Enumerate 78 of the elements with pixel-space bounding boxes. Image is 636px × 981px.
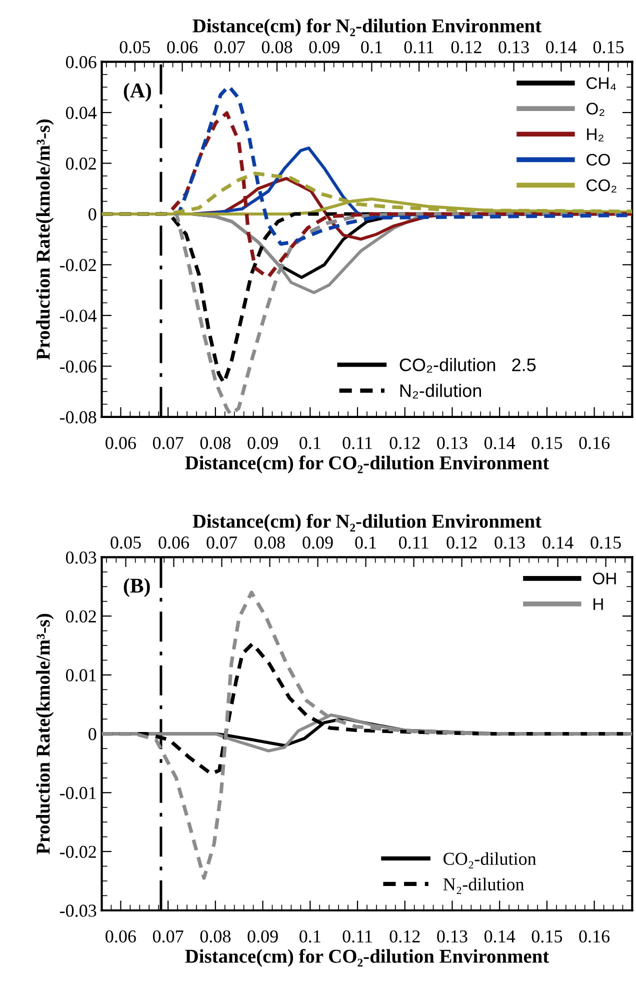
x2-tick-label: 0.07 [214,41,245,54]
x2-tick-label: 0.14 [542,536,574,549]
x2-tick-label: 0.12 [446,536,477,549]
legend-label: H₂ [587,128,604,142]
x2-axis-title: Distance(cm) for N₂-dilution Environment [192,514,542,532]
x-tick-label: 0.15 [532,930,562,943]
y-tick-label: 0.02 [66,610,96,623]
y-tick-label: 0.04 [66,106,97,120]
y-tick-label: 0.03 [66,551,96,564]
x2-tick-label: 0.09 [309,41,340,54]
legend-label: H [594,598,603,610]
y-tick-label: -0.02 [60,258,96,272]
legend-label: CH₄ [586,77,616,90]
x2-tick-label: 0.05 [110,536,141,549]
x-tick-label: 0.14 [484,436,516,450]
x-tick-label: 0.09 [248,930,278,943]
x2-tick-label: 0.08 [254,536,285,549]
y-tick-label: -0.03 [60,904,96,917]
x-tick-label: 0.07 [152,930,184,943]
x-tick-label: 0.12 [390,930,420,943]
y-tick-label: -0.06 [60,360,96,373]
x-tick-label: 0.08 [200,436,231,450]
y-tick-label: -0.08 [60,411,96,424]
x2-tick-label: 0.11 [399,536,428,549]
x2-axis-title: Distance(cm) for N₂-dilution Environment [192,18,542,36]
y-tick-label: -0.02 [60,846,96,858]
x-axis-title: Distance(cm) for CO₂-dilution Environment [185,948,550,967]
x-tick-label: 0.08 [200,930,231,943]
x-tick-label: 0.1 [300,436,320,450]
x-tick-label: 0.13 [437,436,468,450]
y-tick-label: 0 [88,208,96,220]
x2-tick-label: 0.15 [593,41,624,54]
x-tick-label: 0.14 [484,930,516,943]
x-tick-label: 0.11 [342,436,372,450]
x2-tick-label: 0.08 [262,41,292,54]
annotation: (B) [124,578,150,597]
x-tick-label: 0.06 [106,436,136,450]
x-tick-label: 0.09 [248,436,278,450]
x2-tick-label: 0.12 [451,41,482,54]
x-tick-label: 0.16 [579,930,610,943]
y-axis-title: Production Rate(kmole/m³-s) [36,614,54,854]
x-tick-label: 0.13 [437,930,468,943]
y-tick-label: 0.06 [66,56,96,68]
x2-tick-label: 0.06 [167,41,198,54]
x2-tick-label: 0.09 [302,536,333,549]
x2-tick-label: 0.06 [158,536,190,549]
y-tick-label: -0.01 [60,786,96,800]
annotation: N₂-dilution [400,384,482,398]
y-axis-title: Production Rate(kmole/m³-s) [36,119,54,360]
legend-label: CO [586,154,610,166]
legend-label: OH [592,572,616,584]
x-tick-label: 0.06 [106,930,136,943]
x2-tick-label: 0.13 [498,41,529,54]
annotation: (A) [124,82,151,102]
x2-tick-label: 0.15 [590,536,621,549]
y-tick-label: 0 [88,728,96,740]
annotation: CO₂-dilution 2.5 [400,358,536,373]
x-axis-title: Distance(cm) for CO₂-dilution Environment [185,456,550,474]
x2-tick-label: 0.1 [361,41,382,54]
x2-tick-label: 0.14 [546,41,577,54]
x2-tick-label: 0.13 [494,536,525,549]
annotation: N₂-dilution [443,878,524,894]
legend-label: O₂ [586,102,604,116]
x-tick-label: 0.12 [390,436,420,450]
y-tick-label: 0.02 [66,158,96,170]
x2-tick-label: 0.07 [206,536,238,549]
x-tick-label: 0.16 [579,436,610,450]
x-tick-label: 0.15 [532,436,562,450]
x2-tick-label: 0.1 [355,536,376,549]
x-tick-label: 0.1 [300,930,320,943]
x2-tick-label: 0.11 [404,41,434,54]
annotation: CO₂-dilution [444,852,536,868]
x-tick-label: 0.11 [342,930,372,943]
x-tick-label: 0.07 [152,436,184,450]
y-tick-label: -0.04 [60,310,97,322]
y-tick-label: 0.01 [66,669,96,682]
x2-tick-label: 0.05 [120,41,150,54]
legend-label: CO₂ [586,179,616,192]
